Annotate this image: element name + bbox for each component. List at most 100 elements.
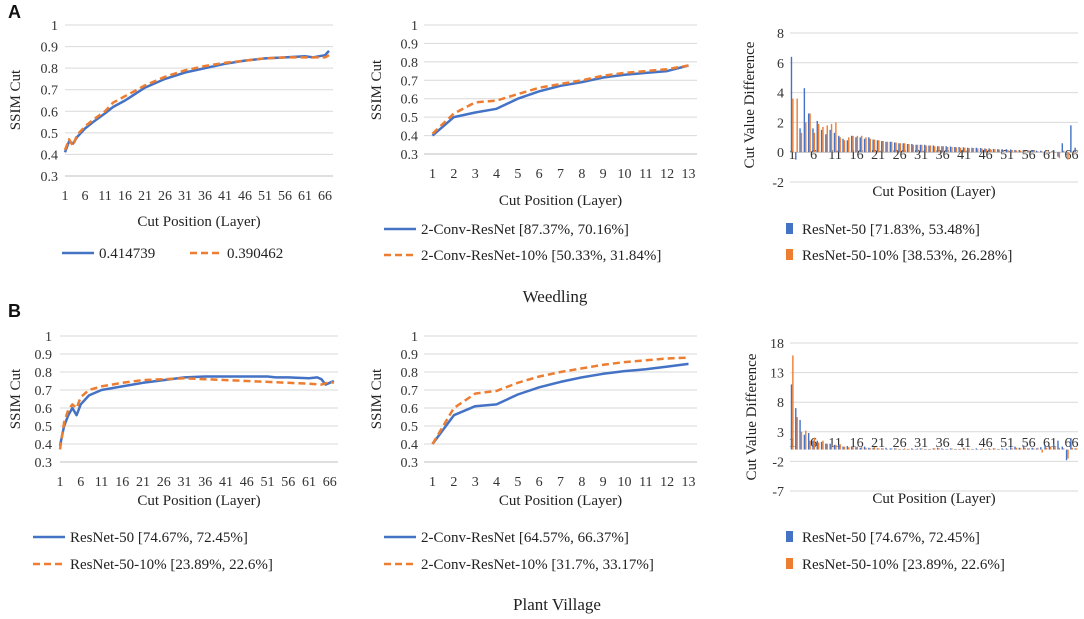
bar-orange (822, 126, 824, 153)
bar-orange (873, 139, 876, 153)
y-tick-label: 0.3 (401, 148, 419, 163)
bar-orange (1002, 149, 1005, 153)
bar-blue (911, 144, 913, 153)
bar-orange (925, 448, 927, 450)
bar-blue (893, 448, 896, 450)
y-tick-label: 1 (51, 19, 58, 34)
y-tick-label: 8 (777, 396, 784, 411)
y-tick-label: 4 (777, 87, 784, 102)
x-tick-label: 7 (557, 167, 564, 182)
bar-orange (817, 442, 820, 450)
bar-blue (962, 447, 965, 450)
bar-orange (934, 448, 936, 450)
bar-blue (1010, 149, 1012, 153)
x-tick-label: 31 (177, 475, 191, 490)
bar-blue (945, 448, 947, 450)
bar-blue (1070, 438, 1072, 450)
y-tick-label: 0.9 (401, 348, 419, 363)
bar-orange (891, 448, 893, 450)
chart-a1: 0.30.40.50.60.70.80.911 6 11 16 21 26 31 36 41 46… (8, 19, 333, 262)
bar-blue (1018, 149, 1020, 153)
bar-orange (1041, 151, 1043, 153)
bar-orange (955, 147, 957, 153)
x-tick-label: 46 (238, 189, 252, 204)
x-tick-label: 3 (472, 475, 479, 490)
bar-blue (842, 446, 844, 450)
series-line-blue (63, 50, 330, 153)
x-tick-label: 7 (557, 475, 564, 490)
x-tick-label: 66 (318, 189, 332, 204)
bar-orange (882, 448, 884, 450)
y-tick-label: 6 (777, 57, 784, 72)
bar-blue (825, 134, 827, 153)
bar-blue (1031, 150, 1033, 153)
bar-blue (820, 129, 823, 153)
x-tick-label: 61 (298, 189, 312, 204)
bar-orange (1028, 448, 1030, 450)
bar-blue (997, 448, 999, 450)
bar-orange (938, 448, 940, 450)
bar-orange (1045, 447, 1048, 450)
x-tick-label: 26 (157, 475, 171, 490)
bar-orange (908, 144, 910, 153)
bar-blue (1074, 147, 1076, 153)
bar-orange (998, 149, 1000, 153)
y-tick-label: 0.6 (401, 402, 419, 417)
bar-orange (869, 448, 871, 450)
y-tick-label: 18 (770, 337, 784, 352)
x-tick-label: 31 (178, 189, 192, 204)
bar-blue (816, 120, 818, 153)
bar-orange (968, 148, 970, 153)
bar-orange (1032, 448, 1035, 450)
bar-blue (799, 128, 801, 153)
bar-blue (988, 448, 990, 450)
bar-orange (813, 437, 816, 450)
bar-blue (842, 138, 844, 153)
bar-orange (921, 448, 923, 450)
x-tick-label: 41 (219, 475, 233, 490)
bar-blue (872, 447, 874, 450)
bar-blue (893, 142, 896, 153)
bar-orange (1062, 448, 1065, 450)
bar-orange (972, 448, 975, 450)
bar-blue (885, 447, 887, 450)
bar-blue (984, 148, 986, 153)
bar-blue (915, 144, 917, 153)
bar-orange (899, 448, 902, 450)
y-tick-label: 0.6 (401, 93, 419, 108)
bar-orange (1058, 447, 1061, 450)
y-tick-label: 0 (777, 146, 784, 161)
y-tick-label: -2 (772, 176, 784, 191)
bar-blue (850, 446, 853, 450)
bar-orange (895, 448, 897, 450)
bar-orange (886, 141, 889, 153)
bar-blue (833, 444, 836, 450)
bar-blue (885, 141, 887, 153)
x-tick-label: 1 (789, 148, 796, 163)
bar-blue (876, 448, 879, 450)
bar-blue (868, 447, 870, 450)
bar-blue (1048, 446, 1051, 450)
x-axis-title: Cut Position (Layer) (137, 493, 260, 509)
bar-orange (946, 146, 949, 153)
y-axis-title: SSIM Cut (8, 368, 24, 429)
bar-orange (1050, 446, 1052, 450)
bar-orange (813, 132, 816, 153)
y-tick-label: 0.7 (401, 384, 419, 399)
chart-b2: 0.30.40.50.60.70.80.911 2 3 4 5 6 7 8 9 10 11 12 13C… (369, 330, 697, 573)
bar-blue (979, 148, 982, 153)
bar-orange (1011, 448, 1013, 450)
x-tick-label: 11 (98, 189, 111, 204)
section-title-plant-village: Plant Village (513, 595, 601, 614)
bar-orange (796, 98, 798, 153)
bar-orange (1054, 447, 1056, 450)
x-tick-label: 8 (578, 167, 585, 182)
x-tick-label: 1 (429, 475, 436, 490)
bar-blue (1061, 143, 1063, 153)
y-tick-label: 0.7 (401, 74, 419, 89)
bar-orange (848, 447, 850, 450)
series-line-blue (431, 64, 689, 137)
bar-orange (981, 148, 983, 153)
bar-blue (1052, 443, 1055, 450)
bar-blue (1035, 150, 1038, 153)
